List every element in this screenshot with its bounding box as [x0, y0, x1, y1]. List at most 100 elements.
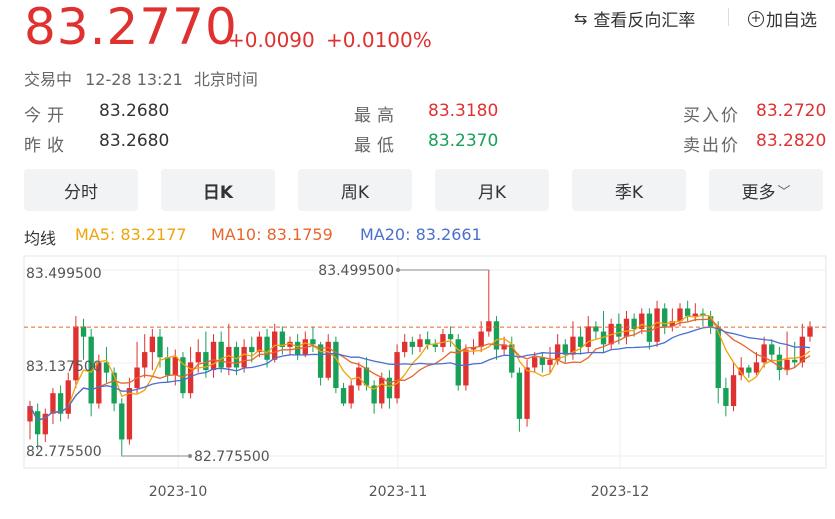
candle-body — [455, 339, 461, 386]
ma10-legend: MA10: 83.1759 — [211, 225, 333, 244]
trading-status: 交易中 12-28 13:21 北京时间 — [24, 66, 258, 90]
ma-title: 均线 — [24, 229, 57, 248]
candle-body — [348, 385, 354, 404]
y-tick-label: 82.775500 — [26, 444, 102, 460]
max-annotation: 83.499500 — [318, 263, 394, 279]
candle-body — [195, 352, 201, 363]
tab-weekly-k[interactable]: 周K — [298, 169, 412, 211]
tab-intraday[interactable]: 分时 — [24, 169, 138, 211]
candle-body — [424, 339, 431, 345]
chevron-down-icon: ﹀ — [777, 184, 791, 200]
tab-label: 分时 — [64, 182, 98, 203]
candle-body — [142, 352, 148, 368]
candle-body — [50, 393, 56, 414]
candle-body — [463, 349, 469, 386]
candle-body — [310, 339, 316, 345]
candle-body — [386, 377, 393, 399]
add-watchlist-button[interactable]: + 加自选 — [748, 6, 817, 31]
candle-body — [356, 367, 362, 386]
price-change: +0.0090 — [228, 28, 315, 52]
candle-body — [287, 341, 293, 347]
candle-body — [746, 367, 752, 373]
candle-body — [226, 346, 232, 368]
tab-monthly-k[interactable]: 月K — [435, 169, 549, 211]
candle-body — [363, 367, 370, 386]
y-tick-label: 83.499500 — [26, 266, 102, 282]
candle-body — [669, 321, 676, 327]
candle-body — [432, 344, 438, 347]
candle-body — [723, 388, 729, 407]
prev-close-value: 83.2680 — [99, 131, 170, 151]
candle-body — [333, 341, 339, 389]
tab-label: 月K — [477, 182, 507, 203]
tab-daily-k[interactable]: 日K — [161, 169, 275, 211]
low-label: 最低 — [354, 136, 400, 156]
candle-body — [639, 313, 645, 329]
open-label: 今开 — [24, 106, 70, 126]
divider — [728, 8, 729, 26]
candle-body — [707, 316, 714, 327]
tab-label: 季K — [614, 182, 644, 203]
candle-body — [600, 331, 607, 345]
candle-body — [210, 341, 217, 371]
price-change-percent: +0.0100% — [326, 28, 432, 52]
candle-body — [730, 375, 737, 407]
candle-body — [524, 367, 530, 419]
timezone: 北京时间 — [193, 70, 258, 89]
candle-body — [753, 362, 760, 373]
candle-body — [470, 346, 477, 350]
ma5-legend: MA5: 83.2177 — [75, 225, 187, 244]
x-tick-label: 2023-10 — [149, 484, 208, 500]
candle-body — [616, 323, 622, 337]
candle-body — [65, 380, 71, 414]
candle-body — [119, 403, 125, 440]
candle-body — [371, 385, 377, 404]
tab-more[interactable]: 更多 ﹀ — [709, 169, 823, 211]
min-marker — [188, 454, 192, 458]
candle-body — [264, 336, 270, 360]
candle-body — [654, 308, 660, 342]
candle-body — [402, 341, 408, 353]
ma10-line — [29, 318, 811, 421]
candle-body — [88, 336, 94, 404]
candle-body — [623, 318, 630, 337]
candle-body — [409, 341, 416, 347]
candle-body — [532, 357, 538, 368]
tab-label: 周K — [340, 182, 370, 203]
candle-body — [172, 357, 178, 376]
candle-body — [769, 344, 775, 355]
candle-body — [42, 413, 48, 435]
candle-body — [394, 352, 400, 399]
tab-label: 更多 — [741, 182, 776, 203]
candle-body — [447, 334, 454, 340]
bid-label: 买入价 — [683, 106, 740, 126]
max-marker — [396, 268, 400, 272]
candle-body — [684, 308, 691, 317]
ma20-line — [29, 326, 811, 421]
candle-body — [126, 388, 133, 440]
candle-body — [562, 344, 568, 355]
candle-body — [761, 344, 767, 363]
candle-body — [27, 406, 33, 422]
tab-label: 日K — [202, 182, 234, 203]
tab-quarterly-k[interactable]: 季K — [572, 169, 686, 211]
candle-body — [203, 352, 209, 371]
prev-close-label: 昨收 — [24, 136, 70, 156]
open-value: 83.2680 — [99, 101, 170, 121]
candle-body — [799, 336, 806, 363]
candle-body — [302, 339, 308, 355]
candle-body — [585, 326, 591, 347]
high-value: 83.3180 — [428, 101, 499, 121]
candle-body — [279, 331, 286, 347]
reverse-rate-button[interactable]: ⇆ 查看反向汇率 — [574, 6, 695, 31]
candle-body — [233, 346, 240, 368]
candle-body — [157, 336, 163, 358]
candle-body — [164, 357, 171, 376]
candle-body — [241, 346, 247, 368]
candle-body — [516, 372, 523, 419]
min-annotation: 82.775500 — [194, 449, 270, 465]
ma5-line — [29, 314, 811, 421]
candle-body — [570, 336, 576, 355]
low-value: 83.2370 — [428, 131, 499, 151]
